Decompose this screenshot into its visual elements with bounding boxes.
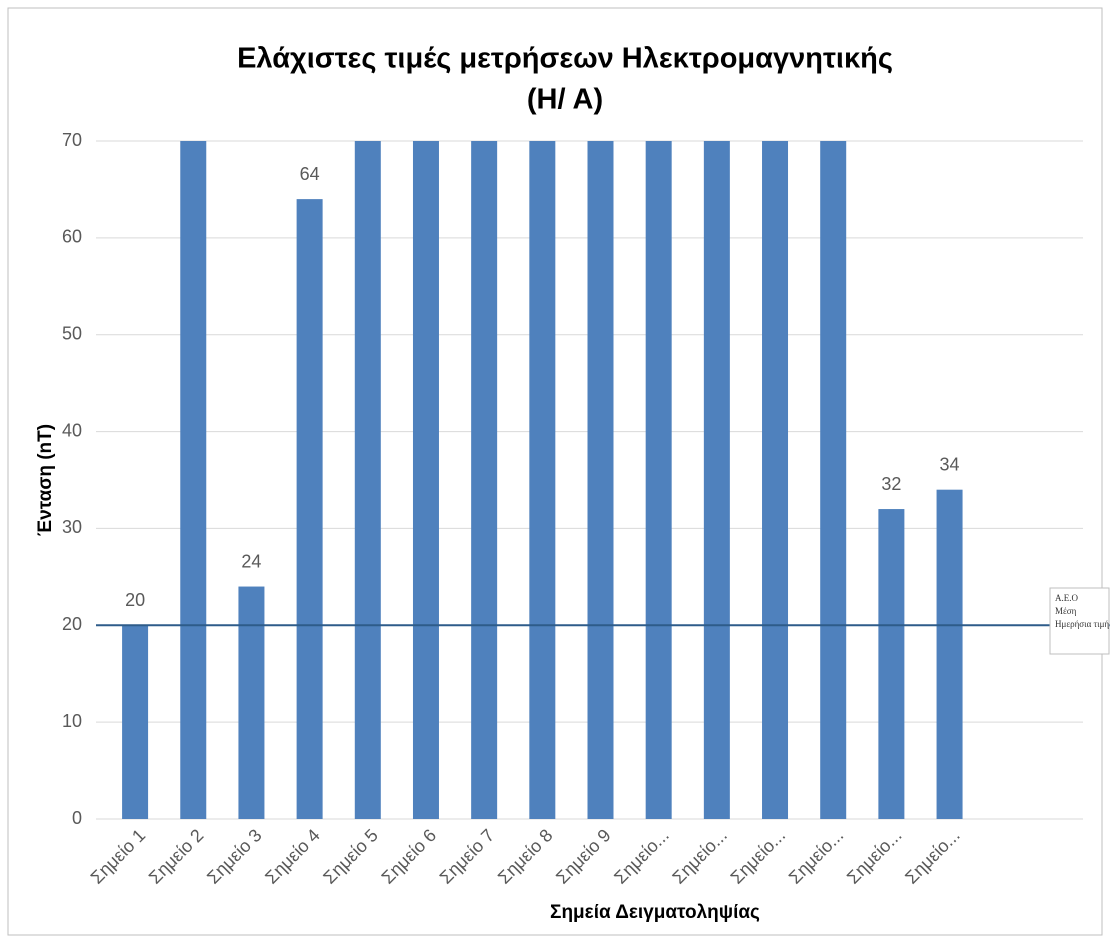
bar	[238, 586, 265, 819]
bar	[762, 141, 789, 819]
data-label: 34	[940, 454, 960, 474]
data-label: 24	[241, 551, 261, 571]
y-tick-label: 50	[62, 323, 82, 343]
chart-title: (Η/ Α)	[527, 84, 603, 116]
y-axis-title: Ένταση (nT)	[35, 424, 56, 536]
bar	[296, 199, 323, 820]
y-tick-label: 20	[62, 614, 82, 634]
bar	[180, 141, 207, 819]
x-axis-title: Σημεία Δειγματοληψίας	[550, 902, 760, 923]
bar	[878, 509, 905, 819]
reference-legend-text: Μέση	[1055, 606, 1077, 616]
reference-legend-text: Ημερήσια τιμή	[1055, 619, 1109, 629]
data-label: 20	[125, 590, 145, 610]
reference-legend-text: A.E.O	[1055, 593, 1078, 603]
data-label: 64	[300, 164, 320, 184]
bar	[645, 141, 672, 819]
bar	[703, 141, 730, 819]
y-tick-label: 0	[72, 808, 82, 828]
bar	[587, 141, 614, 819]
data-label: 32	[881, 474, 901, 494]
bar	[122, 625, 149, 819]
y-tick-label: 10	[62, 711, 82, 731]
chart-title: Ελάχιστες τιμές μετρήσεων Ηλεκτρομαγνητι…	[237, 43, 893, 75]
bar	[471, 141, 498, 819]
bar	[412, 141, 439, 819]
y-tick-label: 30	[62, 517, 82, 537]
y-tick-label: 60	[62, 227, 82, 247]
bar	[354, 141, 381, 819]
bar	[936, 489, 963, 819]
bar	[529, 141, 556, 819]
reference-legend-box	[1049, 587, 1110, 655]
y-tick-label: 70	[62, 130, 82, 150]
bar	[820, 141, 847, 819]
y-tick-label: 40	[62, 420, 82, 440]
